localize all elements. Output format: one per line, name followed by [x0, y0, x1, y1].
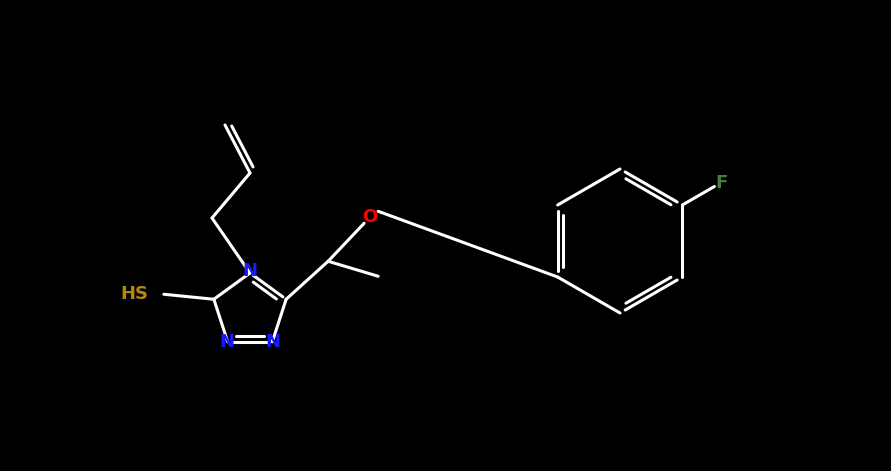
Text: O: O — [363, 208, 378, 226]
Text: N: N — [266, 333, 281, 351]
Text: N: N — [242, 262, 257, 280]
Text: N: N — [219, 333, 234, 351]
Text: F: F — [715, 173, 727, 192]
Text: HS: HS — [121, 285, 149, 303]
